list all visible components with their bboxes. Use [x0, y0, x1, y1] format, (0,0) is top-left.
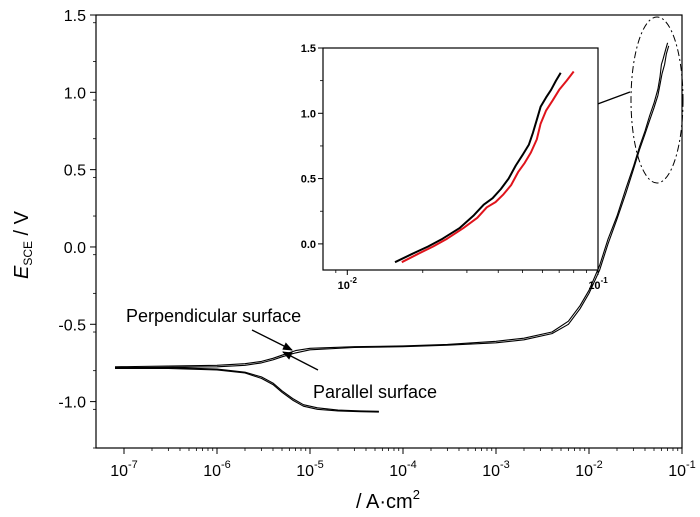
inset-frame [322, 47, 599, 271]
y-axis-label: ESCE / V [11, 210, 35, 279]
x-tick-label: 10-7 [110, 459, 138, 480]
x-axis-label-sup: 2 [413, 487, 420, 502]
y-tick-label: 0.0 [64, 240, 86, 257]
x-axis-label-main: / A·cm [356, 491, 413, 513]
inset-y-tick-label: 0.5 [301, 174, 316, 186]
y-tick-label: -0.5 [58, 317, 86, 334]
x-axis-label: / A·cm2 [356, 487, 420, 513]
annotation-parallel: Parallel surface [313, 382, 437, 402]
inset-series-2 [401, 70, 575, 264]
y-axis-label-unit: / V [11, 210, 33, 241]
x-tick-label: 10-5 [296, 459, 324, 480]
inset-y-tick-label: 0.0 [301, 239, 316, 251]
y-tick-label: 1.0 [64, 85, 86, 102]
y-axis-label-main: E [11, 265, 33, 279]
inset-y-tick-label: 1.0 [301, 108, 316, 120]
x-tick-label: 10-1 [668, 459, 696, 480]
x-tick-label: 10-2 [575, 459, 603, 480]
x-tick-label: 10-3 [482, 459, 510, 480]
inset-x-tick-label: 10-2 [338, 276, 358, 292]
annotation-perpendicular: Perpendicular surface [126, 306, 301, 326]
perpendicular-arrow [251, 329, 293, 351]
plot-frame [95, 14, 683, 449]
inset-y-axis-ticks: 0.0 0.5 1.0 1.5 [301, 43, 323, 251]
main-series-1 [115, 367, 379, 412]
y-tick-label: -1.0 [58, 395, 86, 412]
y-tick-label: 1.5 [64, 8, 86, 25]
y-tick-label: 0.5 [64, 163, 86, 180]
inset-series-1 [394, 72, 562, 264]
x-tick-label: 10-6 [203, 459, 231, 480]
x-axis-ticks: 10-7 10-6 10-5 10-4 10-3 10-2 10-1 [110, 448, 696, 480]
highlight-ellipse [630, 16, 684, 184]
y-axis-label-sub: SCE [21, 241, 35, 266]
inset-x-tick-label: 10-1 [588, 276, 608, 292]
parallel-arrow [282, 351, 319, 371]
inset-y-tick-label: 1.5 [301, 43, 316, 55]
inset-series-layer [394, 70, 575, 264]
main-series-2 [115, 367, 379, 413]
inset-x-axis-ticks: 10-2 10-1 [335, 270, 608, 292]
x-tick-label: 10-4 [389, 459, 417, 480]
y-axis-ticks: -1.0 -0.5 0.0 0.5 1.0 1.5 [58, 8, 96, 449]
